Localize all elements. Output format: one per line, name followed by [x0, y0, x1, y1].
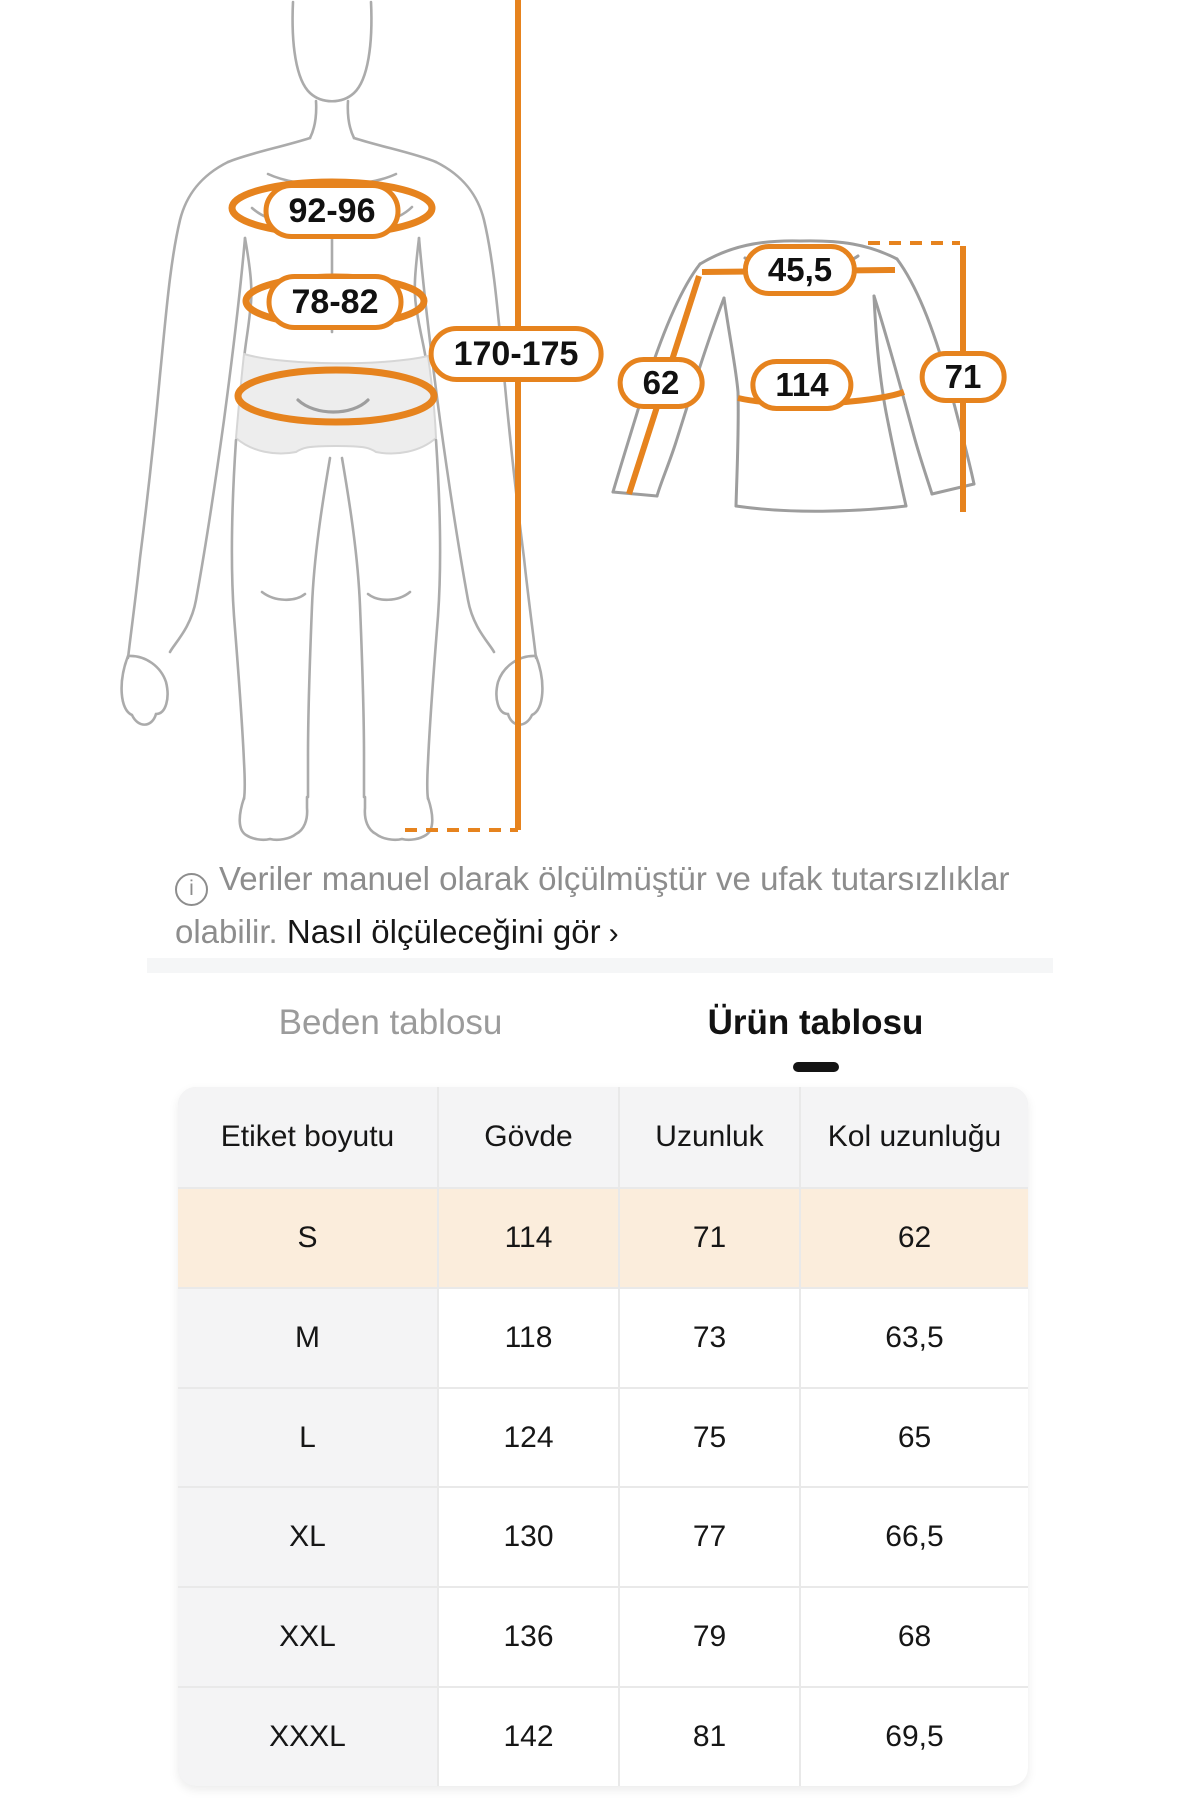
body-value: 114: [439, 1189, 618, 1287]
hip-ellipse: [234, 366, 438, 426]
sleeve-value: 66,5: [801, 1488, 1028, 1587]
column-header: Kol uzunluğu: [801, 1087, 1028, 1187]
length-value: 71: [620, 1189, 799, 1287]
tab-beden-tablosu[interactable]: Beden tablosu: [178, 1003, 603, 1072]
chevron-right-icon: ›: [608, 916, 619, 950]
body-legs-outline: [230, 438, 442, 842]
body-shorts: [234, 352, 438, 455]
body-value: 142: [439, 1688, 618, 1786]
length-value: 75: [620, 1388, 799, 1487]
sleeve-value: 63,5: [801, 1288, 1028, 1387]
tab-urun-tablosu-label: Ürün tablosu: [707, 1003, 924, 1042]
table-row-m[interactable]: M 118 73 63,5: [178, 1288, 1028, 1387]
length-value: 81: [620, 1688, 799, 1786]
sleeve-value: 62: [801, 1189, 1028, 1287]
chest-badge: 114: [750, 359, 854, 411]
how-to-measure-link[interactable]: Nasıl ölçüleceğini gör: [286, 912, 601, 950]
table-row-s[interactable]: S 114 71 62: [178, 1189, 1028, 1287]
disclaimer: i Veriler manuel olarak ölçülmüştür ve uf…: [175, 853, 1055, 960]
shoulder-badge: 45,5: [742, 244, 858, 296]
sleeve-badge: 62: [617, 357, 705, 409]
body-value: 118: [439, 1288, 618, 1387]
sleeve-value: 68: [801, 1588, 1028, 1687]
waist-range-badge: 78-82: [266, 274, 404, 330]
disclaimer-line2-gray: olabilir.: [175, 912, 278, 950]
size-label: S: [178, 1189, 437, 1287]
table-tabs: Beden tablosu Ürün tablosu: [178, 1003, 1028, 1072]
column-header: Etiket boyutu: [178, 1087, 437, 1187]
length-value: 79: [620, 1588, 799, 1687]
body-value: 136: [439, 1588, 618, 1687]
size-label: XL: [178, 1488, 437, 1587]
size-label: M: [178, 1288, 437, 1387]
sleeve-value: 65: [801, 1388, 1028, 1487]
body-value: 130: [439, 1488, 618, 1587]
body-value: 124: [439, 1388, 618, 1487]
disclaimer-line1: i Veriler manuel olarak ölçülmüştür ve uf…: [175, 853, 1055, 906]
table-header-row: Etiket boyutu Gövde Uzunluk Kol uzunluğu: [178, 1087, 1028, 1187]
tab-beden-tablosu-label: Beden tablosu: [278, 1003, 503, 1042]
length-value: 77: [620, 1488, 799, 1587]
column-header: Uzunluk: [620, 1087, 799, 1187]
size-label: XXXL: [178, 1688, 437, 1786]
info-icon: i: [175, 872, 208, 906]
size-table: Etiket boyutu Gövde Uzunluk Kol uzunluğu…: [178, 1087, 1028, 1786]
disclaimer-line2: olabilir. Nasıl ölçüleceğini gör ›: [175, 906, 1055, 960]
size-label: L: [178, 1388, 437, 1487]
length-value: 73: [620, 1288, 799, 1387]
table-row-xxl[interactable]: XXL 136 79 68: [178, 1588, 1028, 1687]
active-tab-indicator: [792, 1062, 839, 1072]
column-header: Gövde: [439, 1087, 618, 1187]
table-row-xl[interactable]: XL 130 77 66,5: [178, 1488, 1028, 1587]
tab-urun-tablosu[interactable]: Ürün tablosu: [603, 1003, 1028, 1072]
chest-range-badge: 92-96: [263, 183, 401, 239]
table-row-l[interactable]: L 124 75 65: [178, 1388, 1028, 1487]
section-divider: [147, 958, 1053, 973]
size-label: XXL: [178, 1588, 437, 1687]
height-range-badge: 170-175: [428, 326, 604, 382]
sleeve-value: 69,5: [801, 1688, 1028, 1786]
table-row-xxxl[interactable]: XXXL 142 81 69,5: [178, 1688, 1028, 1786]
measurement-diagram: [120, 0, 976, 842]
length-badge: 71: [919, 351, 1007, 403]
